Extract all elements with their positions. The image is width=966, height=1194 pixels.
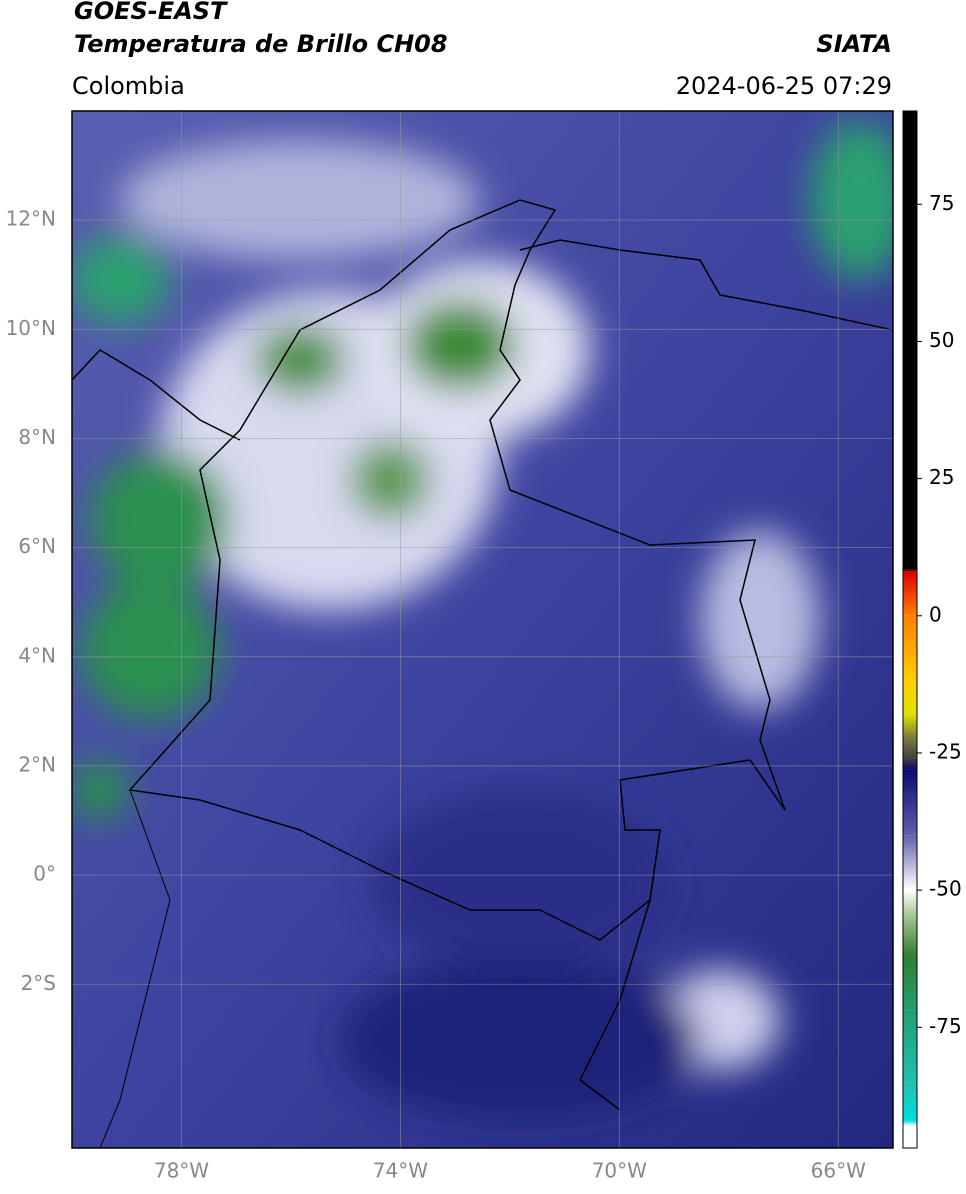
colorbar-segment: [903, 571, 917, 616]
colorbar-segment: [903, 714, 917, 737]
colorbar-segment: [903, 1126, 917, 1148]
region: Colombia: [72, 72, 185, 100]
y-tick-label: 8°N: [18, 425, 56, 449]
x-tick-label: 70°W: [592, 1159, 647, 1183]
colombia-outline: [128, 199, 786, 941]
colorbar-segment: [903, 890, 917, 918]
colorbar-tick-label: -75: [929, 1014, 962, 1038]
colorbar-segment: [903, 917, 917, 956]
venezuela-coast: [519, 239, 893, 331]
colorbar-segment: [903, 681, 917, 715]
colorbar-segment: [903, 955, 917, 1011]
colorbar-segment: [903, 736, 917, 759]
colorbar-tick-label: 0: [929, 602, 942, 626]
colorbar-tick-label: -50: [929, 877, 962, 901]
colorbar-segment: [903, 1010, 917, 1083]
colorbar-frame: [902, 110, 918, 1149]
colorbar-segment: [903, 879, 917, 891]
colorbar-tick-label: 25: [929, 465, 954, 489]
x-tick-label: 74°W: [373, 1159, 428, 1183]
x-tick-label: 78°W: [154, 1159, 209, 1183]
colorbar-segment: [903, 615, 917, 682]
x-tick-label: 66°W: [811, 1159, 866, 1183]
colorbar-segment: [903, 111, 917, 570]
y-tick-label: 4°N: [18, 643, 56, 667]
y-tick-label: 6°N: [18, 534, 56, 558]
panama-coast: [72, 349, 241, 441]
colorbar-segment: [903, 569, 917, 572]
colorbar-tick-label: 75: [929, 191, 954, 215]
y-tick-label: 2°S: [21, 971, 56, 995]
subtitle: Temperatura de Brillo CH08: [74, 30, 448, 58]
borders: [72, 199, 893, 1148]
map-frame: [71, 110, 894, 1149]
colorbar-segment: [903, 758, 917, 770]
colorbar-tick-label: 50: [929, 328, 954, 352]
y-tick-label: 2°N: [18, 752, 56, 776]
colorbar-tick-label: -25: [929, 739, 962, 763]
colorbar-segment: [903, 835, 917, 880]
colorbar-segment: [903, 1082, 917, 1121]
y-tick-label: 10°N: [6, 316, 56, 340]
map: [72, 111, 893, 1148]
colorbar-segment: [903, 769, 917, 836]
y-tick-label: 0°: [33, 862, 56, 886]
source: SIATA: [816, 30, 892, 58]
colorbar-segment: [903, 1120, 917, 1127]
brazil-peru-border: [579, 899, 651, 1111]
y-tick-label: 12°N: [6, 207, 56, 231]
clouds: [72, 120, 893, 1120]
timestamp: 2024-06-25 07:29: [676, 72, 892, 100]
title: GOES-EAST: [74, 0, 228, 25]
ecuador-peru: [99, 789, 171, 1148]
